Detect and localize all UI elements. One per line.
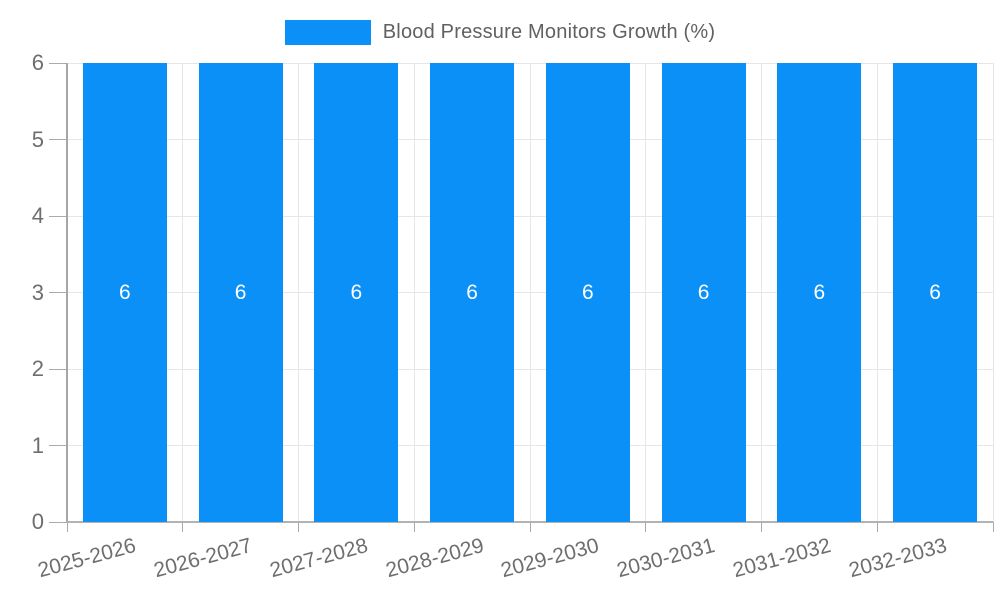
y-axis-tick bbox=[49, 368, 67, 370]
x-axis-line bbox=[67, 521, 993, 523]
x-tick-label: 2031-2032 bbox=[730, 534, 834, 583]
legend[interactable]: Blood Pressure Monitors Growth (%) bbox=[0, 20, 1000, 45]
x-gridline bbox=[182, 63, 184, 522]
x-axis-tick bbox=[529, 522, 531, 532]
x-tick-label: 2025-2026 bbox=[35, 534, 139, 583]
bar-value-label: 6 bbox=[350, 280, 363, 304]
bar-value-label: 6 bbox=[466, 280, 478, 304]
x-tick-label: 2026-2027 bbox=[151, 534, 255, 583]
x-gridline bbox=[645, 63, 647, 522]
y-axis-tick bbox=[49, 139, 67, 140]
bar[interactable]: 6 bbox=[893, 63, 978, 522]
y-tick-label: 6 bbox=[31, 50, 44, 75]
x-gridline bbox=[876, 63, 878, 522]
bar-value-label: 6 bbox=[234, 280, 247, 304]
x-tick-label: 2029-2030 bbox=[498, 534, 602, 583]
y-axis-line bbox=[66, 63, 68, 522]
bar-value-label: 6 bbox=[582, 280, 594, 304]
legend-label: Blood Pressure Monitors Growth (%) bbox=[382, 21, 716, 43]
x-tick-label: 2030-2031 bbox=[614, 534, 718, 583]
x-axis-tick bbox=[413, 522, 415, 532]
bar[interactable]: 6 bbox=[430, 63, 515, 522]
bar[interactable]: 6 bbox=[82, 63, 167, 522]
y-tick-label: 2 bbox=[31, 356, 44, 381]
bar[interactable]: 6 bbox=[314, 63, 399, 522]
y-tick-label: 0 bbox=[31, 509, 44, 534]
x-axis-tick bbox=[876, 522, 878, 532]
bar[interactable]: 6 bbox=[545, 63, 630, 522]
y-axis-tick bbox=[49, 62, 67, 64]
bar[interactable]: 6 bbox=[198, 63, 283, 522]
y-tick-label: 4 bbox=[31, 203, 44, 228]
x-axis-tick bbox=[761, 522, 762, 532]
bar[interactable]: 6 bbox=[661, 63, 746, 522]
x-axis-tick bbox=[645, 522, 647, 532]
bar-value-label: 6 bbox=[929, 280, 941, 304]
x-gridline bbox=[298, 63, 299, 522]
x-axis-tick bbox=[66, 522, 68, 532]
x-gridline bbox=[413, 63, 415, 522]
x-tick-label: 2028-2029 bbox=[383, 534, 487, 583]
y-tick-label: 3 bbox=[31, 279, 44, 305]
x-gridline bbox=[761, 63, 762, 522]
y-axis-tick bbox=[49, 445, 67, 446]
x-tick-label: 2032-2033 bbox=[846, 534, 950, 583]
x-axis-tick bbox=[298, 522, 299, 532]
y-axis-tick bbox=[49, 215, 67, 217]
bar[interactable]: 6 bbox=[777, 63, 862, 522]
y-tick-label: 5 bbox=[31, 126, 44, 152]
x-tick-label: 2027-2028 bbox=[267, 534, 371, 583]
x-gridline bbox=[529, 63, 531, 522]
legend-swatch bbox=[284, 20, 371, 45]
x-axis-tick bbox=[992, 522, 994, 532]
plot-area: 0 1 2 3 4 5 6 6 6 6 6 6 6 6 6 2025-2026 2026-2027 2027-20… bbox=[32, 52, 994, 582]
x-axis-tick bbox=[182, 522, 184, 532]
y-tick-label: 1 bbox=[31, 432, 44, 458]
bar-value-label: 6 bbox=[119, 280, 131, 304]
bar-value-label: 6 bbox=[813, 280, 826, 304]
y-axis-tick bbox=[49, 521, 67, 523]
x-gridline bbox=[992, 63, 994, 522]
bar-value-label: 6 bbox=[697, 280, 710, 304]
y-axis-tick bbox=[49, 292, 67, 293]
